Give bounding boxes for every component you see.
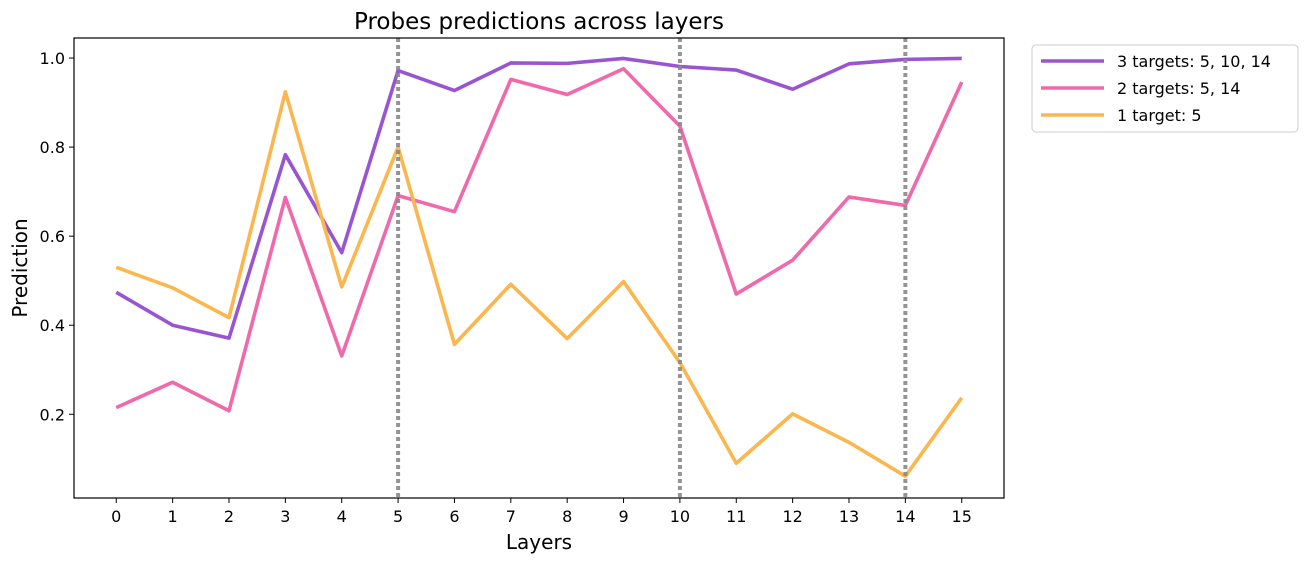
- x-axis-label: Layers: [506, 530, 572, 554]
- x-tick-label: 15: [952, 507, 972, 526]
- x-tick-label: 5: [393, 507, 403, 526]
- x-tick-label: 2: [224, 507, 234, 526]
- y-tick-label: 0.8: [40, 138, 65, 157]
- legend: 3 targets: 5, 10, 14 2 targets: 5, 14 1 ta…: [1031, 44, 1299, 133]
- x-tick-label: 3: [280, 507, 290, 526]
- y-tick-label: 0.4: [40, 316, 65, 335]
- legend-label-2: 2 targets: 5, 14: [1117, 79, 1240, 98]
- series-line-1: [115, 56, 962, 340]
- series-line-2: [115, 66, 964, 413]
- y-axis: 0.2 0.4 0.6 0.8 1.0: [40, 49, 74, 424]
- x-tick-label: 6: [449, 507, 459, 526]
- legend-label-3: 1 target: 5: [1117, 106, 1202, 125]
- x-tick-label: 11: [726, 507, 746, 526]
- legend-frame: [1031, 44, 1299, 133]
- y-axis-label: Prediction: [8, 218, 32, 317]
- legend-label-1: 3 targets: 5, 10, 14: [1117, 52, 1271, 71]
- x-tick-label: 8: [562, 507, 572, 526]
- y-tick-label: 0.2: [40, 405, 65, 424]
- x-tick-label: 0: [111, 507, 121, 526]
- x-tick-label: 14: [895, 507, 915, 526]
- plot-area: [115, 38, 964, 498]
- plot-frame: [73, 37, 1005, 499]
- x-tick-label: 13: [839, 507, 859, 526]
- y-tick-label: 1.0: [40, 49, 65, 68]
- y-tick-label: 0.6: [40, 227, 65, 246]
- x-tick-label: 12: [782, 507, 802, 526]
- x-tick-label: 7: [506, 507, 516, 526]
- x-tick-label: 1: [168, 507, 178, 526]
- x-tick-label: 9: [618, 507, 628, 526]
- chart-title: Probes predictions across layers: [354, 9, 724, 35]
- x-tick-label: 4: [337, 507, 347, 526]
- series-line-3: [115, 90, 964, 478]
- x-tick-label: 10: [670, 507, 690, 526]
- x-axis: 0 1 2 3 4 5 6 7 8 9 10 11 12 13 14 15: [111, 498, 972, 526]
